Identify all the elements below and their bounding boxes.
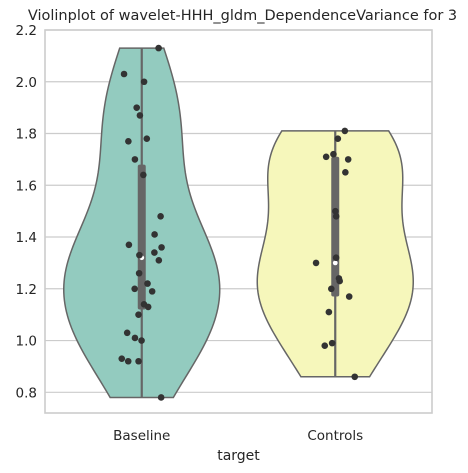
data-point xyxy=(133,104,140,111)
y-tick-label: 2.2 xyxy=(16,23,37,39)
y-tick-labels: 0.8 1.0 1.2 1.4 1.6 1.8 2.0 2.2 xyxy=(16,23,37,401)
data-point xyxy=(144,280,151,287)
data-point xyxy=(135,269,143,277)
data-point xyxy=(157,213,164,220)
data-point xyxy=(131,156,139,163)
data-point xyxy=(334,135,342,142)
data-point xyxy=(125,137,132,145)
data-point xyxy=(336,277,343,285)
data-point xyxy=(351,373,359,381)
data-point xyxy=(144,303,152,311)
data-point xyxy=(332,207,339,215)
data-point xyxy=(118,355,126,362)
data-point xyxy=(136,112,144,119)
data-point xyxy=(140,78,148,86)
y-tick-label: 1.4 xyxy=(16,230,37,246)
data-point xyxy=(123,329,131,337)
data-point xyxy=(157,394,165,401)
data-point xyxy=(321,342,329,350)
plot-frame xyxy=(44,29,433,414)
data-point xyxy=(330,150,337,158)
data-point xyxy=(151,249,158,256)
data-point xyxy=(342,169,349,176)
data-point xyxy=(344,156,352,163)
y-tick-label: 1.2 xyxy=(16,282,37,298)
data-point xyxy=(124,357,132,365)
y-tick-label: 2.0 xyxy=(16,75,37,91)
strip-points xyxy=(118,44,359,401)
data-point xyxy=(120,70,128,78)
data-point xyxy=(136,251,143,259)
median-controls xyxy=(332,260,338,266)
data-point xyxy=(155,44,162,52)
chart-title: Violinplot of wavelet-HHH_gldm_Dependenc… xyxy=(28,8,457,24)
iqr-box-baseline xyxy=(137,164,146,310)
y-tick-label: 1.8 xyxy=(16,127,37,143)
violins xyxy=(62,47,415,399)
data-point xyxy=(125,241,133,249)
data-point xyxy=(135,311,142,318)
data-point xyxy=(328,285,335,293)
data-point xyxy=(140,171,147,179)
data-point xyxy=(341,127,349,135)
data-point xyxy=(135,357,142,365)
data-point xyxy=(325,308,333,316)
x-tick-labels: Baseline Controls xyxy=(113,428,363,444)
data-point xyxy=(151,231,158,238)
y-tick-label: 1.0 xyxy=(16,334,37,350)
data-point xyxy=(131,285,138,293)
data-point xyxy=(131,334,139,342)
data-point xyxy=(322,153,330,161)
x-axis-label: target xyxy=(217,448,260,464)
data-point xyxy=(328,339,336,347)
data-point xyxy=(345,293,353,300)
data-point xyxy=(332,213,340,220)
data-point xyxy=(138,337,145,344)
data-point xyxy=(158,244,165,251)
x-tick-label: Controls xyxy=(307,428,363,444)
data-point xyxy=(148,288,156,295)
data-point xyxy=(312,259,320,267)
y-tick-label: 0.8 xyxy=(16,385,37,401)
data-point xyxy=(155,257,163,264)
data-point xyxy=(143,135,151,142)
y-tick-label: 1.6 xyxy=(16,178,37,194)
x-tick-label: Baseline xyxy=(113,428,170,444)
data-point xyxy=(332,254,340,262)
